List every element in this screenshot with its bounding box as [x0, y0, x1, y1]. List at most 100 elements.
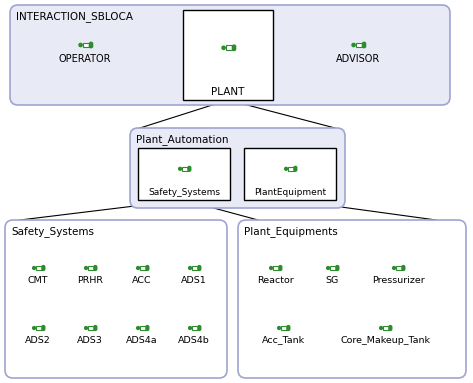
Bar — [140, 326, 146, 330]
Circle shape — [279, 268, 282, 270]
Text: Safety_Systems: Safety_Systems — [148, 188, 220, 197]
Text: Core_Makeup_Tank: Core_Makeup_Tank — [340, 336, 430, 345]
Bar — [193, 326, 198, 330]
Circle shape — [146, 268, 149, 270]
Circle shape — [336, 268, 339, 270]
Bar — [138, 148, 230, 200]
Circle shape — [146, 326, 149, 329]
FancyBboxPatch shape — [5, 220, 227, 378]
Bar — [88, 326, 94, 330]
Circle shape — [94, 326, 97, 329]
Text: Pressurizer: Pressurizer — [372, 276, 424, 285]
Text: ADS4b: ADS4b — [178, 336, 210, 345]
Circle shape — [189, 267, 192, 269]
Circle shape — [33, 327, 35, 329]
Text: PlantEquipment: PlantEquipment — [254, 188, 326, 197]
Bar — [396, 266, 402, 270]
Text: Acc_Tank: Acc_Tank — [262, 336, 305, 345]
Text: PLANT: PLANT — [211, 87, 245, 97]
Bar — [36, 326, 42, 330]
Circle shape — [146, 265, 149, 268]
Bar — [88, 266, 94, 270]
Circle shape — [42, 268, 45, 270]
Circle shape — [279, 265, 282, 268]
Text: Plant_Automation: Plant_Automation — [136, 134, 228, 145]
Bar — [244, 148, 336, 200]
Text: ADS2: ADS2 — [25, 336, 51, 345]
Circle shape — [85, 327, 88, 329]
Bar — [193, 266, 198, 270]
Circle shape — [336, 265, 339, 268]
Text: ADS4a: ADS4a — [126, 336, 158, 345]
Circle shape — [380, 327, 383, 329]
Bar — [273, 266, 279, 270]
Circle shape — [393, 267, 395, 269]
Text: OPERATOR: OPERATOR — [59, 54, 111, 64]
Bar — [289, 167, 294, 171]
Circle shape — [402, 268, 405, 270]
Bar — [281, 326, 287, 330]
Text: INTERACTION_SBLOCA: INTERACTION_SBLOCA — [16, 11, 133, 22]
Bar — [183, 10, 273, 100]
Circle shape — [89, 44, 93, 48]
Text: ADS1: ADS1 — [181, 276, 207, 285]
Bar — [140, 266, 146, 270]
Circle shape — [198, 327, 201, 331]
Text: Plant_Equipments: Plant_Equipments — [244, 226, 338, 237]
Circle shape — [94, 327, 97, 331]
Text: Reactor: Reactor — [257, 276, 293, 285]
Bar — [36, 266, 42, 270]
Circle shape — [222, 46, 225, 49]
Circle shape — [94, 268, 97, 270]
Bar — [83, 43, 89, 47]
Text: PRHR: PRHR — [77, 276, 103, 285]
Circle shape — [42, 326, 45, 329]
FancyBboxPatch shape — [10, 5, 450, 105]
Circle shape — [188, 166, 191, 169]
Circle shape — [362, 42, 366, 46]
Text: ADS3: ADS3 — [77, 336, 103, 345]
Circle shape — [287, 326, 290, 329]
Text: SG: SG — [325, 276, 339, 285]
Circle shape — [389, 327, 392, 331]
Circle shape — [179, 167, 182, 170]
Circle shape — [198, 326, 201, 329]
Circle shape — [362, 44, 366, 48]
Circle shape — [33, 267, 35, 269]
Circle shape — [42, 327, 45, 331]
Bar — [226, 45, 232, 50]
Circle shape — [198, 268, 201, 270]
Circle shape — [85, 267, 88, 269]
Bar — [356, 43, 362, 47]
Circle shape — [294, 166, 297, 169]
FancyBboxPatch shape — [238, 220, 466, 378]
Bar — [383, 326, 389, 330]
Circle shape — [137, 267, 140, 269]
Circle shape — [137, 327, 140, 329]
Circle shape — [89, 42, 93, 46]
Text: ADVISOR: ADVISOR — [336, 54, 380, 64]
Circle shape — [42, 265, 45, 268]
Circle shape — [188, 168, 191, 171]
Text: CMT: CMT — [28, 276, 48, 285]
Circle shape — [285, 167, 288, 170]
Circle shape — [402, 265, 405, 268]
Circle shape — [287, 327, 290, 331]
Circle shape — [189, 327, 192, 329]
Circle shape — [232, 47, 236, 51]
Bar — [182, 167, 188, 171]
Circle shape — [79, 43, 82, 47]
Circle shape — [270, 267, 272, 269]
FancyBboxPatch shape — [130, 128, 345, 208]
Circle shape — [389, 326, 392, 329]
Text: ACC: ACC — [132, 276, 152, 285]
Circle shape — [146, 327, 149, 331]
Circle shape — [94, 265, 97, 268]
Circle shape — [352, 43, 355, 47]
Circle shape — [327, 267, 330, 269]
Circle shape — [278, 327, 280, 329]
Circle shape — [198, 265, 201, 268]
Circle shape — [232, 45, 236, 48]
Bar — [330, 266, 336, 270]
Circle shape — [294, 168, 297, 171]
